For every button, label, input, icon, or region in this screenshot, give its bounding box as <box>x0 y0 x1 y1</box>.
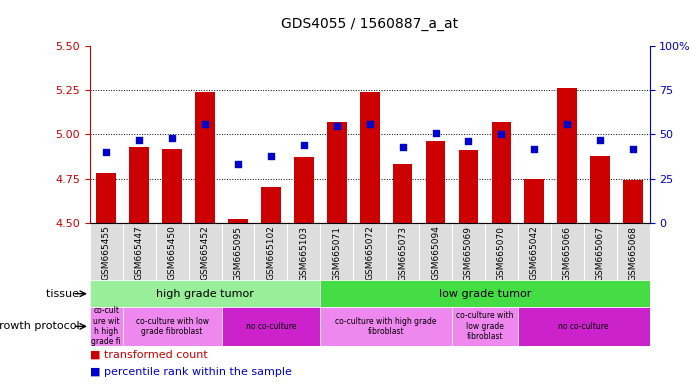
Bar <box>123 307 222 346</box>
Point <box>364 121 375 127</box>
Text: co-cult
ure wit
h high
grade fi: co-cult ure wit h high grade fi <box>91 306 121 346</box>
Text: co-culture with
low grade
fibroblast: co-culture with low grade fibroblast <box>456 311 513 341</box>
Text: tissue: tissue <box>46 289 83 299</box>
Bar <box>228 219 248 223</box>
Bar <box>524 179 545 223</box>
Bar <box>321 307 452 346</box>
Bar <box>90 307 123 346</box>
Point <box>101 149 112 155</box>
Text: GSM665066: GSM665066 <box>562 226 571 281</box>
Bar <box>518 307 650 346</box>
Bar <box>97 173 116 223</box>
Point <box>331 122 342 129</box>
Point <box>496 131 507 137</box>
Bar <box>327 122 347 223</box>
Text: GDS4055 / 1560887_a_at: GDS4055 / 1560887_a_at <box>281 17 458 31</box>
Text: GSM665073: GSM665073 <box>398 226 407 281</box>
Text: GSM665455: GSM665455 <box>102 226 111 280</box>
Point <box>397 144 408 150</box>
Bar <box>195 92 215 223</box>
Point <box>167 135 178 141</box>
Bar <box>491 122 511 223</box>
Point <box>133 137 144 143</box>
Text: co-culture with low
grade fibroblast: co-culture with low grade fibroblast <box>135 317 209 336</box>
Text: GSM665095: GSM665095 <box>234 226 243 281</box>
Bar <box>459 150 478 223</box>
Point <box>595 137 606 143</box>
Point <box>463 138 474 144</box>
Text: GSM665103: GSM665103 <box>299 226 308 281</box>
Text: GSM665102: GSM665102 <box>267 226 276 280</box>
Text: GSM665069: GSM665069 <box>464 226 473 281</box>
Text: co-culture with high grade
fibroblast: co-culture with high grade fibroblast <box>335 317 437 336</box>
Point <box>265 152 276 159</box>
Bar <box>129 147 149 223</box>
Point <box>200 121 211 127</box>
Text: GSM665070: GSM665070 <box>497 226 506 281</box>
Bar <box>261 187 281 223</box>
Bar <box>623 180 643 223</box>
Text: GSM665071: GSM665071 <box>332 226 341 281</box>
Bar <box>590 156 610 223</box>
Text: GSM665452: GSM665452 <box>200 226 209 280</box>
Text: GSM665447: GSM665447 <box>135 226 144 280</box>
Point <box>430 129 441 136</box>
Bar <box>360 92 379 223</box>
Bar <box>558 88 577 223</box>
Text: high grade tumor: high grade tumor <box>156 289 254 299</box>
Bar <box>452 307 518 346</box>
Text: GSM665068: GSM665068 <box>629 226 638 281</box>
Point <box>627 146 638 152</box>
Text: GSM665450: GSM665450 <box>168 226 177 280</box>
Bar <box>392 164 413 223</box>
Bar <box>294 157 314 223</box>
Text: ■ percentile rank within the sample: ■ percentile rank within the sample <box>90 367 292 377</box>
Point <box>299 142 310 148</box>
Bar <box>321 280 650 307</box>
Text: GSM665094: GSM665094 <box>431 226 440 280</box>
Bar <box>90 280 321 307</box>
Text: no co-culture: no co-culture <box>246 322 296 331</box>
Bar <box>426 141 446 223</box>
Point <box>232 161 243 167</box>
Bar <box>222 307 321 346</box>
Text: GSM665072: GSM665072 <box>365 226 375 280</box>
Text: GSM665067: GSM665067 <box>596 226 605 281</box>
Text: low grade tumor: low grade tumor <box>439 289 531 299</box>
Bar <box>162 149 182 223</box>
Point <box>529 146 540 152</box>
Text: no co-culture: no co-culture <box>558 322 609 331</box>
Text: growth protocol: growth protocol <box>0 321 83 331</box>
Text: GSM665042: GSM665042 <box>530 226 539 280</box>
Point <box>562 121 573 127</box>
Text: ■ transformed count: ■ transformed count <box>90 349 207 359</box>
